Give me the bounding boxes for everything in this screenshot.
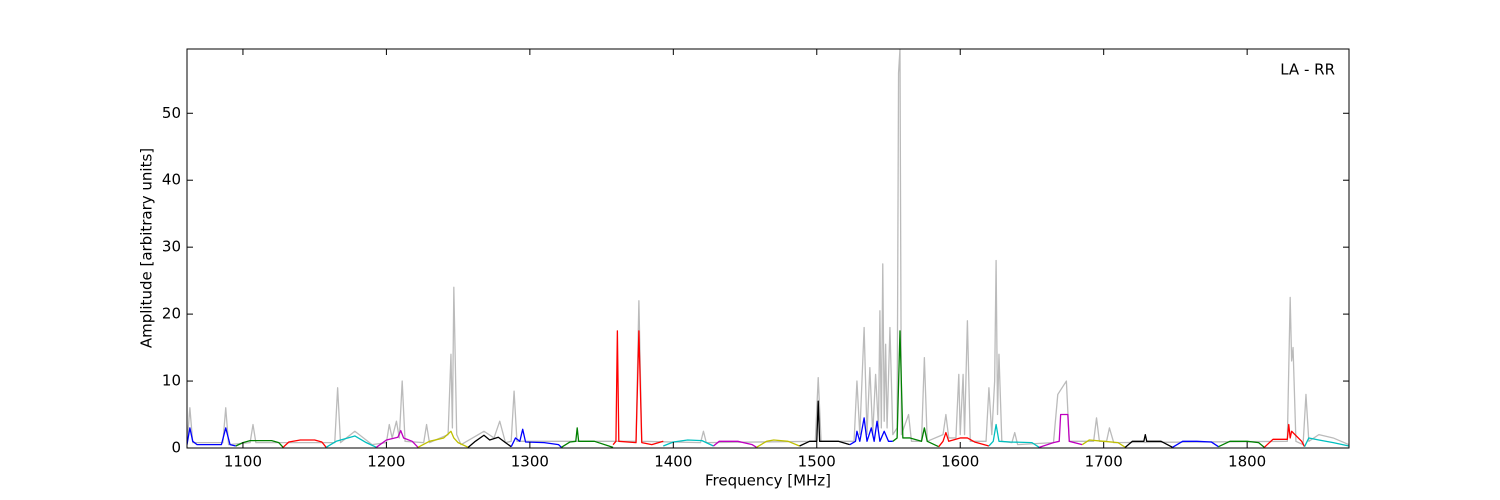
x-tick-label: 1100 bbox=[224, 453, 262, 471]
y-tick-label: 10 bbox=[162, 372, 181, 390]
axes-frame bbox=[186, 48, 1350, 449]
spectrum-line bbox=[1081, 439, 1126, 448]
spectrum-line bbox=[1038, 413, 1083, 448]
spectrum-line bbox=[325, 435, 377, 448]
x-axis-label: Frequency [MHz] bbox=[705, 472, 831, 490]
spectrum-line bbox=[375, 429, 419, 448]
x-tick-label: 1700 bbox=[1085, 453, 1123, 471]
x-tick-label: 1200 bbox=[367, 453, 405, 471]
plot-area bbox=[187, 49, 1349, 448]
spectrum-line bbox=[938, 431, 990, 448]
spectrum-line bbox=[988, 423, 1040, 448]
spectrum-line bbox=[849, 417, 893, 446]
spectrum-line bbox=[892, 330, 939, 448]
x-tick-label: 1400 bbox=[654, 453, 692, 471]
x-tick-label: 1500 bbox=[798, 453, 836, 471]
spectrum-line bbox=[799, 400, 850, 447]
spectrum-line bbox=[1218, 440, 1265, 448]
spectrum-line bbox=[467, 434, 512, 448]
spectrum-line bbox=[713, 440, 757, 448]
spectrum-line bbox=[235, 439, 284, 448]
annotation: LA - RR bbox=[1280, 61, 1335, 79]
x-tick-label: 1300 bbox=[511, 453, 549, 471]
spectrum-line bbox=[187, 427, 236, 447]
spectrum-line bbox=[282, 439, 327, 448]
y-tick-label: 40 bbox=[162, 171, 181, 189]
spectrum-line bbox=[663, 439, 714, 447]
spectrum-line bbox=[561, 427, 614, 448]
spectrum-line bbox=[1303, 437, 1349, 447]
y-tick-label: 20 bbox=[162, 305, 181, 323]
spectrum-line bbox=[612, 330, 664, 446]
y-tick-label: 30 bbox=[162, 238, 181, 256]
spectrum-line bbox=[1172, 440, 1219, 448]
y-axis-label: Amplitude [arbitrary units] bbox=[138, 148, 156, 348]
spectrum-line bbox=[756, 439, 800, 448]
x-tick-label: 1800 bbox=[1228, 453, 1266, 471]
spectrum-line bbox=[1263, 423, 1306, 448]
spectrum-line bbox=[510, 428, 562, 448]
x-tick-label: 1600 bbox=[941, 453, 979, 471]
y-tick-label: 0 bbox=[171, 439, 181, 457]
spectrum-line bbox=[1124, 433, 1173, 448]
spectrum-line bbox=[417, 430, 469, 448]
y-tick-label: 50 bbox=[162, 104, 181, 122]
spectrum-line bbox=[187, 49, 1349, 446]
